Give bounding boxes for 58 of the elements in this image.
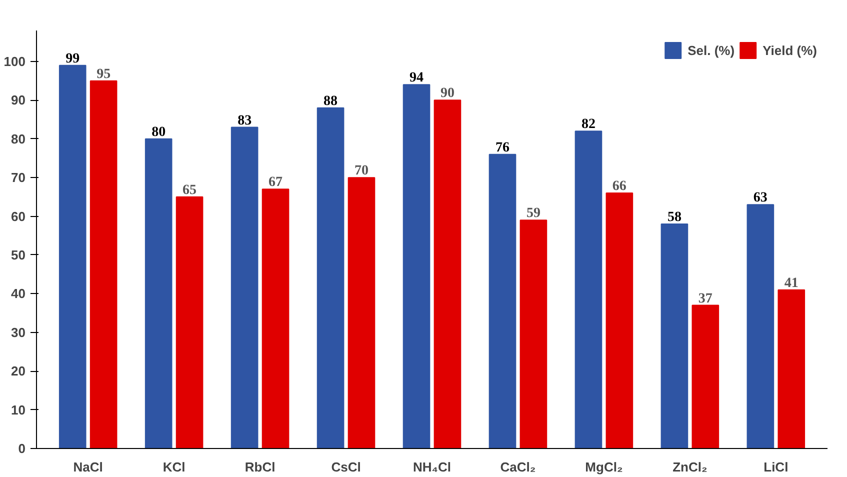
y-tick-label: 30 bbox=[11, 324, 26, 340]
bar bbox=[778, 289, 806, 448]
y-tick-label: 60 bbox=[11, 208, 26, 224]
legend-label: Yield (%) bbox=[762, 42, 817, 58]
bar bbox=[746, 204, 774, 448]
bar bbox=[520, 220, 548, 448]
y-tick-label: 100 bbox=[4, 54, 26, 69]
x-tick-label: ZnCl₂ bbox=[672, 460, 708, 474]
bar bbox=[90, 80, 118, 448]
data-label: 67 bbox=[268, 175, 283, 190]
y-tick-label: 10 bbox=[11, 402, 26, 418]
bar bbox=[660, 224, 688, 448]
x-tick-label: CsCl bbox=[331, 460, 361, 474]
x-tick-label: KCl bbox=[162, 460, 186, 474]
data-label: 59 bbox=[526, 206, 540, 222]
x-tick-label: RbCl bbox=[244, 460, 276, 474]
data-label: 82 bbox=[581, 117, 596, 132]
data-label: 70 bbox=[354, 164, 368, 179]
data-label: 41 bbox=[784, 276, 798, 291]
bar bbox=[176, 196, 204, 448]
data-label: 95 bbox=[96, 66, 111, 82]
x-tick-label: MgCl₂ bbox=[585, 460, 623, 474]
data-label: 88 bbox=[324, 94, 338, 109]
data-label: 99 bbox=[66, 51, 80, 66]
x-tick-label: LiCl bbox=[764, 460, 788, 474]
data-label: 83 bbox=[238, 113, 252, 128]
y-tick-label: 70 bbox=[11, 170, 26, 186]
x-tick-label: NH₄Cl bbox=[413, 460, 451, 474]
y-tick-label: 40 bbox=[11, 286, 26, 302]
y-tick-label: 90 bbox=[11, 92, 26, 108]
data-label: 94 bbox=[410, 70, 424, 86]
data-label: 58 bbox=[667, 210, 682, 226]
y-tick-label: 50 bbox=[11, 247, 26, 262]
data-label: 80 bbox=[152, 124, 166, 140]
legend-label: Sel. (%) bbox=[688, 42, 735, 58]
bar bbox=[316, 107, 344, 448]
y-tick-label: 80 bbox=[11, 131, 26, 146]
y-tick-label: 20 bbox=[11, 364, 26, 379]
bar bbox=[606, 192, 634, 448]
bar bbox=[574, 130, 602, 448]
bar bbox=[348, 177, 376, 448]
bar bbox=[434, 100, 462, 448]
data-label: 63 bbox=[753, 190, 768, 206]
data-label: 66 bbox=[612, 179, 626, 194]
data-label: 76 bbox=[496, 140, 510, 156]
data-label: 65 bbox=[182, 182, 197, 198]
bar bbox=[488, 154, 516, 448]
bar bbox=[262, 188, 290, 448]
bar bbox=[402, 84, 430, 448]
bar bbox=[144, 138, 172, 448]
bar bbox=[692, 304, 720, 448]
data-label: 90 bbox=[440, 86, 454, 102]
x-tick-label: NaCl bbox=[73, 460, 103, 474]
bar bbox=[230, 126, 258, 448]
data-label: 37 bbox=[698, 291, 712, 306]
bar bbox=[58, 64, 86, 448]
x-tick-label: CaCl₂ bbox=[500, 460, 536, 474]
y-tick-label: 0 bbox=[18, 441, 26, 456]
